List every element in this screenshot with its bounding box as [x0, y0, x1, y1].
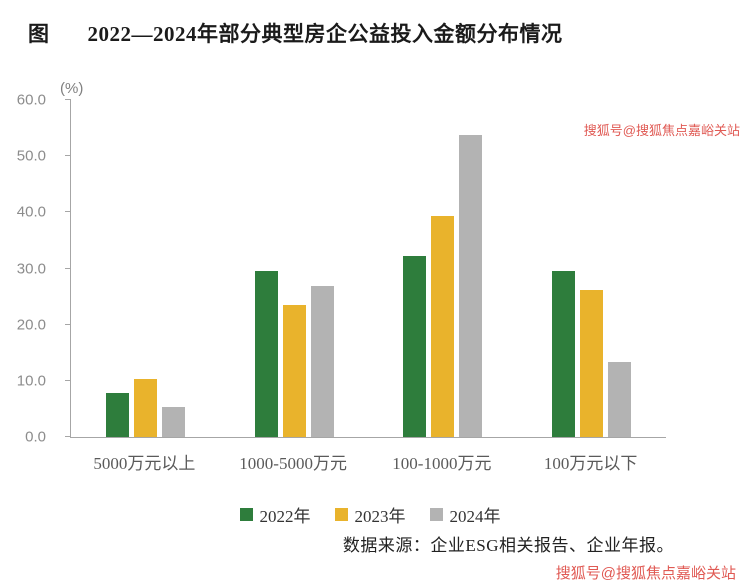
y-tick-label: 40.0 — [16, 203, 46, 221]
bar-2022年 — [403, 255, 427, 437]
y-tick-label: 20.0 — [16, 316, 46, 334]
y-tick-label: 0.0 — [25, 428, 46, 446]
chart-title: 2022—2024年部分典型房企公益投入金额分布情况 — [87, 22, 563, 46]
watermark-top: 搜狐号@搜狐焦点嘉峪关站 — [583, 123, 740, 138]
x-category-label: 5000万元以上 — [93, 454, 196, 473]
data-source-note: 数据来源：企业ESG相关报告、企业年报。 — [342, 536, 674, 555]
bar-2023年 — [580, 289, 604, 437]
bar-2022年 — [254, 271, 278, 437]
legend-item: 2023年 — [334, 502, 406, 527]
bar-2023年 — [282, 305, 306, 437]
legend-item: 2022年 — [239, 502, 311, 527]
legend-swatch-icon — [429, 508, 443, 521]
legend-swatch-icon — [239, 508, 253, 521]
x-category-label: 1000-5000万元 — [239, 454, 347, 473]
bar-group — [403, 100, 483, 437]
y-tick-mark — [65, 267, 71, 269]
bar-plot-area — [65, 99, 666, 438]
y-tick-label: 10.0 — [16, 372, 46, 390]
x-axis-category-labels: 5000万元以上 1000-5000万元 100-1000万元 100万元以下 — [70, 449, 665, 474]
bar-group — [552, 100, 632, 437]
y-tick-label: 60.0 — [16, 91, 46, 109]
legend-label: 2024年 — [449, 507, 501, 526]
figure-label: 图 — [28, 22, 50, 46]
y-axis-tick-labels: 0.0 10.0 20.0 30.0 40.0 50.0 60.0 — [0, 92, 60, 446]
bar-2024年 — [459, 134, 483, 437]
legend-label: 2023年 — [354, 507, 406, 526]
legend-label: 2022年 — [259, 507, 311, 526]
x-category-label: 100万元以下 — [543, 454, 638, 473]
x-category-label: 100-1000万元 — [392, 454, 492, 473]
bar-2023年 — [431, 215, 455, 437]
y-tick-label: 50.0 — [16, 147, 46, 165]
bar-2024年 — [161, 407, 185, 437]
legend-item: 2024年 — [429, 502, 501, 527]
chart-legend: 2022年 2023年 2024年 — [0, 502, 740, 527]
bar-2022年 — [105, 392, 129, 437]
y-tick-mark — [65, 436, 71, 437]
bar-group — [254, 100, 334, 437]
y-axis-unit-label: (%) — [60, 80, 84, 97]
figure-title-row: 图 2022—2024年部分典型房企公益投入金额分布情况 — [28, 18, 730, 48]
y-tick-mark — [65, 155, 71, 157]
watermark-bottom: 搜狐号@搜狐焦点嘉峪关站 — [555, 565, 736, 582]
y-tick-mark — [65, 211, 71, 213]
legend-swatch-icon — [334, 508, 348, 521]
bar-2023年 — [133, 379, 157, 437]
y-tick-mark — [65, 323, 71, 325]
bar-group — [105, 100, 185, 437]
bar-2024年 — [310, 286, 334, 437]
y-tick-label: 30.0 — [16, 260, 46, 277]
y-tick-mark — [65, 379, 71, 381]
bar-2024年 — [608, 362, 632, 437]
y-tick-mark — [65, 99, 71, 100]
bar-2022年 — [552, 271, 576, 437]
